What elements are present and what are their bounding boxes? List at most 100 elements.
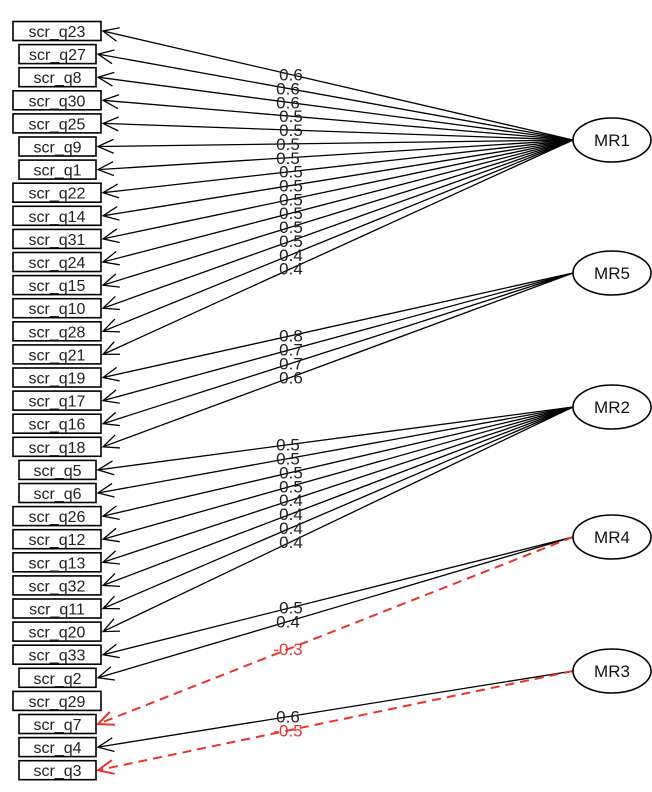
item-label: scr_q11 <box>29 602 85 619</box>
arrow-head <box>95 759 115 775</box>
item-node-scr-q32: scr_q32 <box>12 575 102 596</box>
item-label: scr_q13 <box>29 555 86 572</box>
item-box <box>12 251 102 273</box>
factor-node-mr2: MR2 <box>572 384 652 430</box>
item-node-scr-q4: scr_q4 <box>18 736 97 758</box>
arrow-head <box>101 572 121 588</box>
item-label: scr_q26 <box>29 509 86 526</box>
item-node-scr-q30: scr_q30 <box>12 90 102 111</box>
item-label: scr_q25 <box>29 116 86 133</box>
loading-label: 0.7 <box>279 341 303 360</box>
item-boxes: scr_q23 scr_q27 scr_q8 scr_q30 scr_q25 scr_q9… <box>12 20 102 781</box>
item-label: scr_q19 <box>29 371 86 388</box>
item-label: scr_q8 <box>33 70 81 87</box>
item-box <box>12 551 102 573</box>
arrow-head <box>101 527 120 543</box>
item-node-scr-q21: scr_q21 <box>12 344 102 365</box>
loading-line-mr5-scr-q18 <box>102 272 574 448</box>
item-node-scr-q25: scr_q25 <box>12 113 102 134</box>
item-node-scr-q27: scr_q27 <box>18 43 97 65</box>
item-label: scr_q12 <box>29 532 86 549</box>
loading-line-mr2-scr-q26 <box>102 406 574 517</box>
item-label: scr_q33 <box>29 648 86 665</box>
item-box <box>12 274 102 296</box>
factor-nodes: MR1 MR5 MR2 MR4 MR3 <box>572 117 652 694</box>
loading-line-mr2-scr-q12 <box>102 406 574 540</box>
item-box <box>12 621 102 642</box>
factor-label: MR1 <box>594 131 630 150</box>
item-box <box>12 20 102 42</box>
item-node-scr-q6: scr_q6 <box>18 482 97 504</box>
arrow-head <box>101 295 121 311</box>
arrow-head <box>96 161 115 177</box>
loading-line-mr5-scr-q16 <box>102 272 574 425</box>
item-node-scr-q26: scr_q26 <box>12 505 102 527</box>
item-box <box>12 390 102 411</box>
item-node-scr-q16: scr_q16 <box>12 413 102 435</box>
arrow-head <box>96 138 114 154</box>
item-label: scr_q7 <box>33 717 81 734</box>
item-box <box>12 297 102 319</box>
loading-line-mr2-scr-q13 <box>102 406 574 563</box>
loading-label: 0.4 <box>279 491 303 510</box>
item-box <box>18 43 97 65</box>
arrow-head <box>96 666 115 681</box>
loading-label: 0.4 <box>279 505 303 524</box>
item-label: scr_q6 <box>33 486 81 503</box>
item-box <box>18 736 97 758</box>
loading-line-mr1-scr-q30 <box>102 99 574 141</box>
loading-line-mr1-scr-q22 <box>102 139 574 194</box>
item-label: scr_q27 <box>29 47 86 64</box>
item-node-scr-q2: scr_q2 <box>18 667 97 689</box>
loading-label: 0.8 <box>279 327 303 346</box>
loading-label: 0.5 <box>279 599 303 618</box>
loading-label: 0.6 <box>276 93 300 112</box>
arrow-head <box>101 595 121 610</box>
item-node-scr-q5: scr_q5 <box>18 459 97 481</box>
item-box <box>12 598 102 619</box>
arrow-head <box>96 460 115 476</box>
item-box <box>18 459 97 481</box>
loading-line-mr1-scr-q25 <box>102 122 574 141</box>
loading-label: 0.5 <box>276 149 300 168</box>
item-label: scr_q3 <box>33 763 81 780</box>
item-label: scr_q20 <box>29 625 86 642</box>
loading-label: 0.5 <box>279 190 303 209</box>
factor-node-mr4: MR4 <box>572 514 652 560</box>
item-label: scr_q23 <box>29 24 86 41</box>
item-box <box>12 528 102 550</box>
item-node-scr-q19: scr_q19 <box>12 367 102 388</box>
arrow-head <box>96 737 115 753</box>
loading-line-mr2-scr-q20 <box>102 406 574 633</box>
item-box <box>12 205 102 227</box>
loading-lines <box>95 27 574 775</box>
item-box <box>12 320 102 342</box>
loading-label: 0.6 <box>276 708 300 727</box>
factor-ellipse <box>572 514 652 560</box>
item-label: scr_q31 <box>29 232 86 249</box>
factor-node-mr5: MR5 <box>572 250 652 296</box>
item-label: scr_q14 <box>29 209 86 226</box>
item-node-scr-q7: scr_q7 <box>18 713 97 735</box>
loading-line-mr1-scr-q27 <box>97 53 574 141</box>
item-label: scr_q2 <box>33 671 81 688</box>
item-node-scr-q1: scr_q1 <box>18 159 97 180</box>
item-box <box>18 136 97 157</box>
item-node-scr-q14: scr_q14 <box>12 205 102 227</box>
loading-label: 0.5 <box>279 463 303 482</box>
arrow-head <box>96 482 115 498</box>
factor-node-mr3: MR3 <box>572 648 652 694</box>
factor-ellipse <box>572 648 652 694</box>
item-node-scr-q13: scr_q13 <box>12 551 102 573</box>
loading-label: 0.5 <box>276 135 300 154</box>
loading-line-mr1-scr-q21 <box>102 139 574 355</box>
item-box <box>12 413 102 435</box>
loading-line-mr1-scr-q15 <box>102 139 574 286</box>
item-node-scr-q11: scr_q11 <box>12 598 102 619</box>
item-box <box>12 575 102 596</box>
factor-ellipse <box>572 117 652 163</box>
loading-line-mr5-scr-q17 <box>102 272 574 402</box>
loading-label: 0.4 <box>279 260 303 279</box>
item-label: scr_q5 <box>33 463 81 480</box>
